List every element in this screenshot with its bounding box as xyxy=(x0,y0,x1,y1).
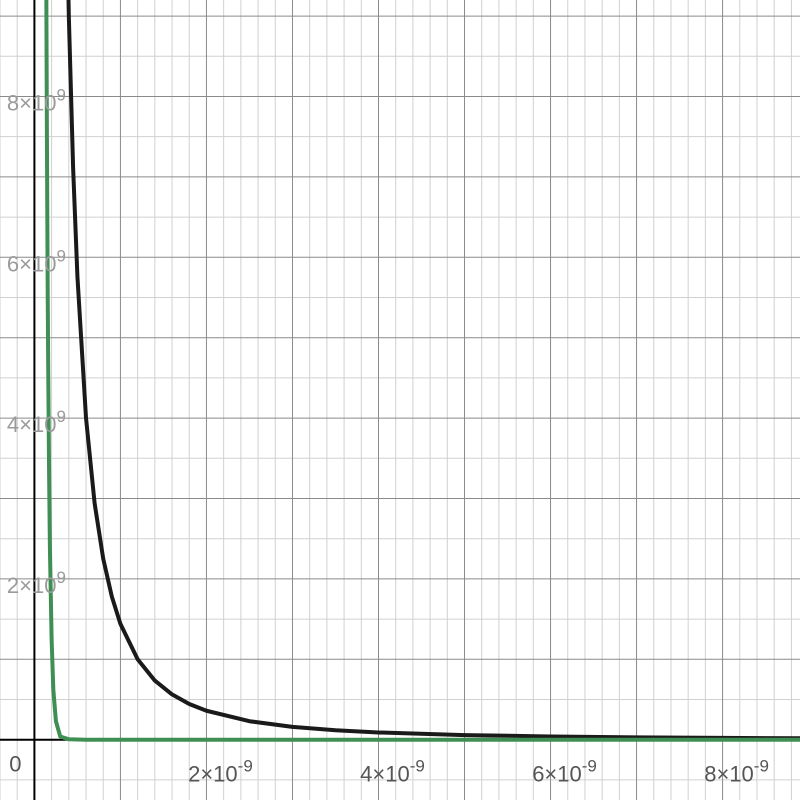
tick-labels: 2×10-9 4×10-9 6×10-9 8×10-9 2×109 4×109 6×109 8… xyxy=(7,85,769,786)
origin-label: 0 xyxy=(9,752,21,777)
x-tick-label: 8×10-9 xyxy=(704,757,769,787)
y-tick-label: 2×109 xyxy=(7,568,66,598)
curves xyxy=(44,0,800,742)
y-tick-label: 6×109 xyxy=(7,246,66,276)
x-tick-label: 4×10-9 xyxy=(360,757,425,787)
y-tick-label: 8×109 xyxy=(7,85,66,115)
x-tick-label: 2×10-9 xyxy=(188,757,253,787)
black-curve[interactable] xyxy=(52,0,800,741)
green-curve[interactable] xyxy=(44,0,800,742)
y-tick-label: 4×109 xyxy=(7,407,66,437)
x-tick-label: 6×10-9 xyxy=(532,757,597,787)
